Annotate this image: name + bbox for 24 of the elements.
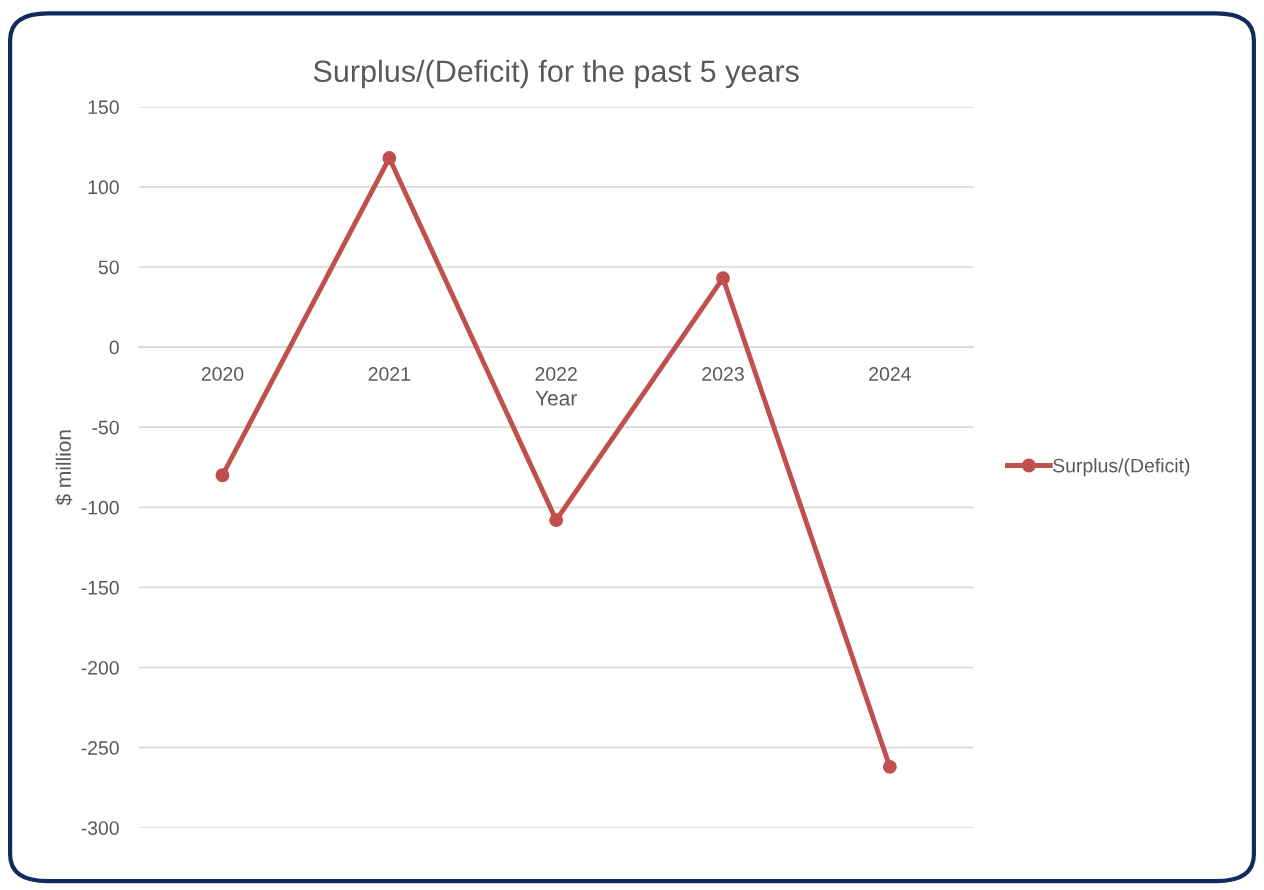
y-tick-label: -150 <box>81 580 119 595</box>
y-tick-label: 150 <box>88 100 119 115</box>
point <box>382 151 397 166</box>
y-tick-label: -100 <box>81 500 119 515</box>
y-tick-label: -300 <box>81 821 119 835</box>
y-tick-label: -200 <box>81 660 119 675</box>
x-tick-label: 2022 <box>535 367 577 381</box>
x-tick-label: 2021 <box>368 367 410 381</box>
y-tick-label: 100 <box>88 180 119 195</box>
point <box>716 271 730 286</box>
x-tick-label: 2023 <box>702 367 744 381</box>
point <box>215 468 230 483</box>
y-tick-label: 50 <box>98 260 119 275</box>
legend-label: Surplus/(Deficit) <box>1053 458 1190 477</box>
y-axis-title: $ million <box>55 430 73 506</box>
point <box>549 513 564 528</box>
x-axis-title: Year <box>535 390 577 406</box>
y-tick-label: 0 <box>109 340 119 355</box>
x-tick-label: 2024 <box>869 367 911 381</box>
chart-title: Surplus/(Deficit) for the past 5 years <box>313 59 799 89</box>
point <box>882 759 897 774</box>
y-tick-label: -50 <box>92 420 119 435</box>
y-tick-label: -250 <box>81 741 119 755</box>
x-tick-label: 2020 <box>201 367 244 381</box>
